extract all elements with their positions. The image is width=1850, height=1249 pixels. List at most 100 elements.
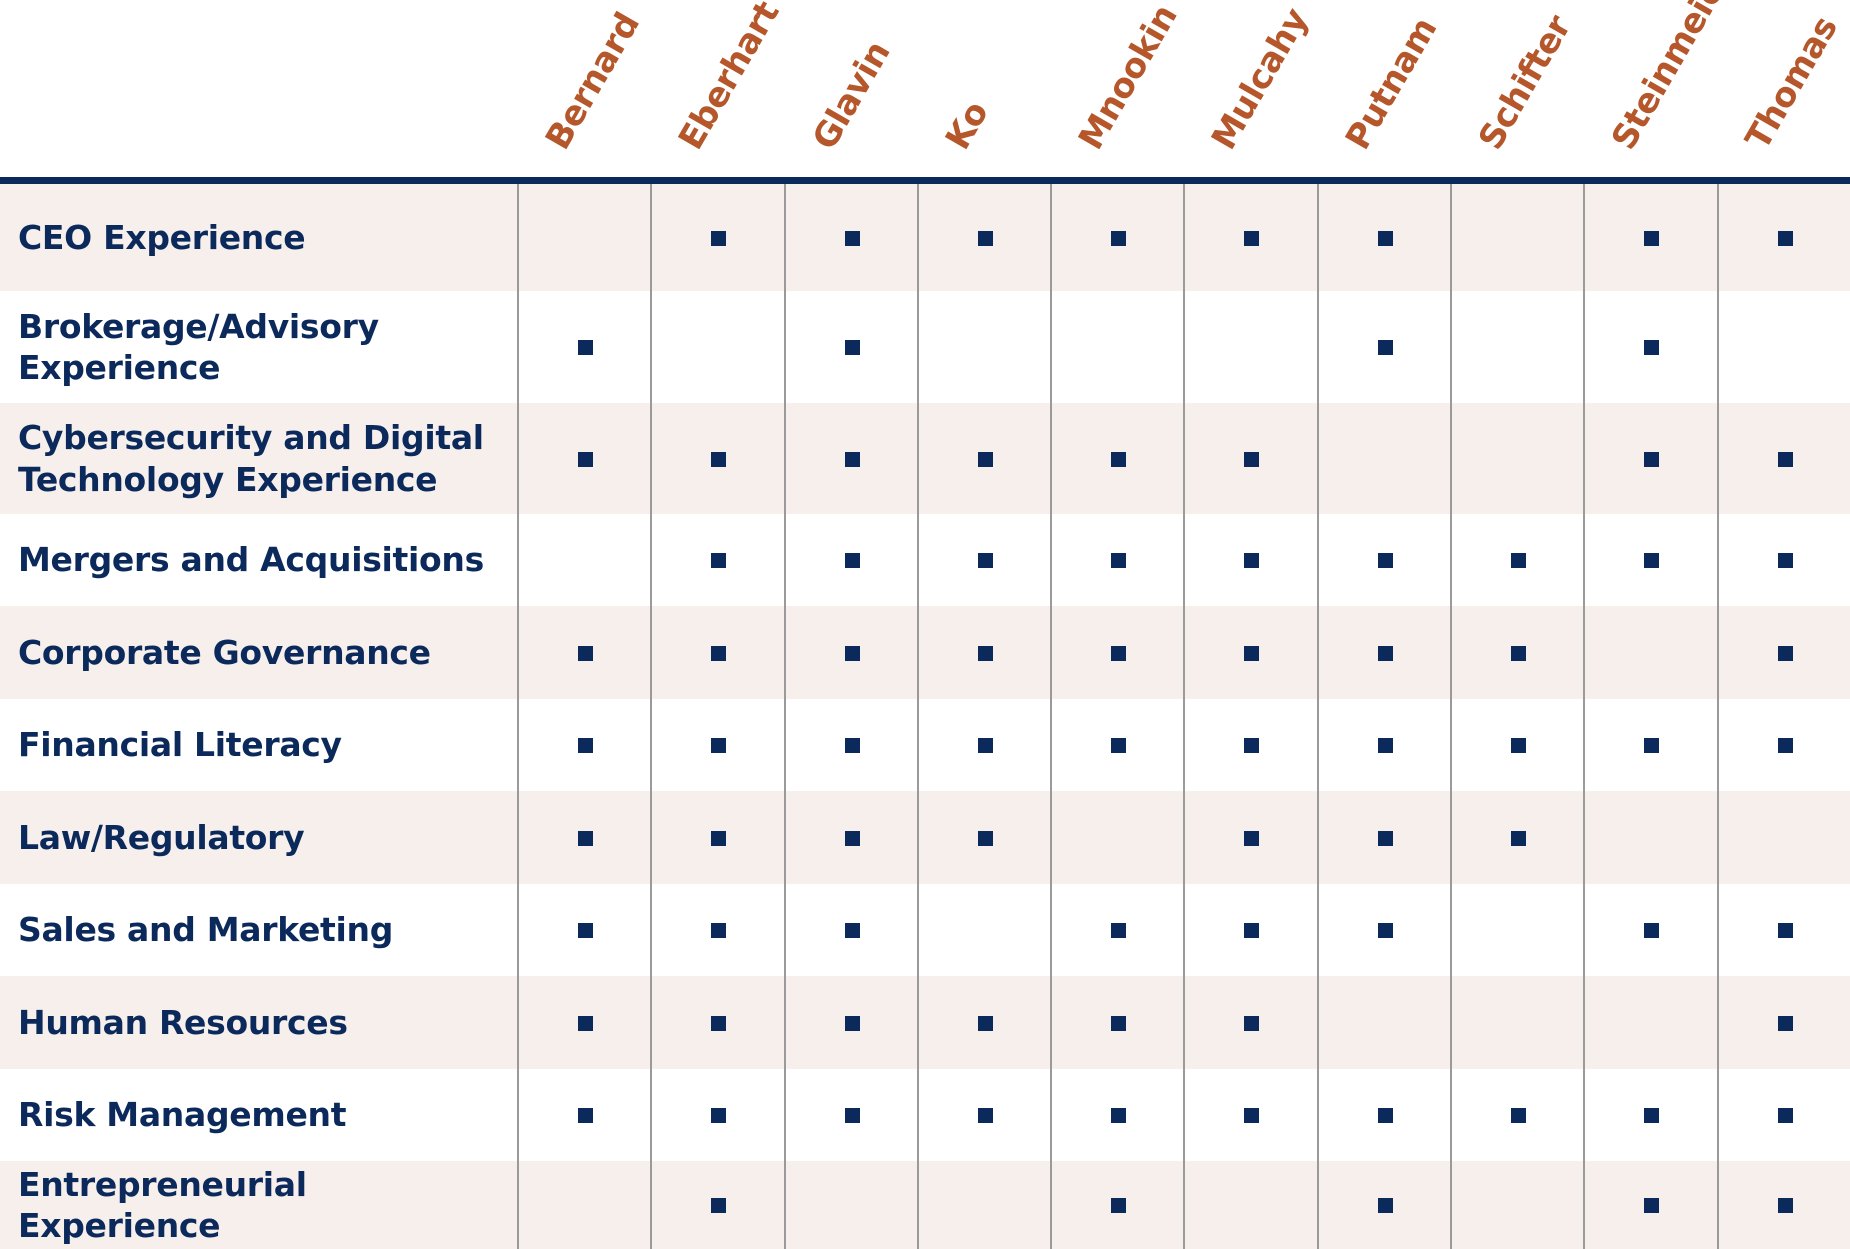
- skill-label: Cybersecurity and Digital Technology Exp…: [18, 403, 518, 514]
- skill-row: Law/Regulatory: [0, 791, 1850, 884]
- filled-square-icon: [1243, 830, 1259, 846]
- filled-square-icon: [710, 1198, 726, 1213]
- skill-cell: [1451, 291, 1584, 403]
- director-header: Mnookin: [1070, 0, 1186, 157]
- skill-cell: [918, 699, 1051, 791]
- director-header: Bernard: [537, 6, 648, 157]
- skill-cell: [1718, 884, 1850, 976]
- skill-cell: [785, 699, 918, 791]
- filled-square-icon: [1377, 923, 1393, 938]
- skill-cell: [518, 1069, 651, 1161]
- skill-cell: [1051, 184, 1184, 291]
- filled-square-icon: [844, 923, 860, 938]
- skill-label: Human Resources: [18, 976, 518, 1069]
- filled-square-icon: [1110, 553, 1126, 568]
- skill-label: Sales and Marketing: [18, 884, 518, 976]
- skill-cell: [518, 291, 651, 403]
- filled-square-icon: [844, 1108, 860, 1123]
- filled-square-icon: [1643, 340, 1659, 355]
- filled-square-icon: [1110, 230, 1126, 246]
- filled-square-icon: [844, 340, 860, 355]
- skill-cell: [1184, 976, 1317, 1069]
- filled-square-icon: [1377, 230, 1393, 246]
- skill-cell: [1051, 791, 1184, 884]
- skill-row: Risk Management: [0, 1069, 1850, 1161]
- filled-square-icon: [1243, 738, 1259, 753]
- filled-square-icon: [1377, 340, 1393, 355]
- skill-cell: [1051, 699, 1184, 791]
- skill-cell: [1318, 606, 1451, 699]
- skill-cell: [785, 606, 918, 699]
- skill-cell: [1718, 976, 1850, 1069]
- filled-square-icon: [1377, 738, 1393, 753]
- skill-cell: [785, 976, 918, 1069]
- skill-label: CEO Experience: [18, 184, 518, 291]
- skill-cell: [1451, 884, 1584, 976]
- skill-cell: [1051, 403, 1184, 514]
- skill-cell: [1584, 699, 1717, 791]
- filled-square-icon: [1777, 553, 1793, 568]
- skill-row: Brokerage/Advisory Experience: [0, 291, 1850, 403]
- filled-square-icon: [1110, 923, 1126, 938]
- skill-row: Entrepreneurial Experience: [0, 1161, 1850, 1249]
- skill-row: Sales and Marketing: [0, 884, 1850, 976]
- filled-square-icon: [577, 923, 593, 938]
- director-header: Ko: [937, 94, 997, 157]
- skill-cell: [1718, 1161, 1850, 1249]
- skill-label: Mergers and Acquisitions: [18, 514, 518, 606]
- skill-cell: [785, 291, 918, 403]
- filled-square-icon: [977, 230, 993, 246]
- filled-square-icon: [844, 830, 860, 846]
- filled-square-icon: [1510, 645, 1526, 661]
- filled-square-icon: [710, 645, 726, 661]
- skill-cell: [918, 1161, 1051, 1249]
- column-divider: [784, 184, 786, 1249]
- skill-cell: [1718, 184, 1850, 291]
- skill-label-text: Entrepreneurial Experience: [18, 1164, 307, 1245]
- filled-square-icon: [1377, 645, 1393, 661]
- skill-cell: [785, 1161, 918, 1249]
- column-divider: [1450, 184, 1452, 1249]
- skill-cell: [651, 403, 784, 514]
- skill-label-text: Financial Literacy: [18, 725, 342, 765]
- filled-square-icon: [1643, 451, 1659, 467]
- filled-square-icon: [844, 645, 860, 661]
- skill-cell: [518, 403, 651, 514]
- filled-square-icon: [844, 230, 860, 246]
- filled-square-icon: [577, 645, 593, 661]
- filled-square-icon: [577, 830, 593, 846]
- filled-square-icon: [1510, 830, 1526, 846]
- skill-label: Brokerage/Advisory Experience: [18, 291, 518, 403]
- skill-cell: [918, 976, 1051, 1069]
- column-divider: [1583, 184, 1585, 1249]
- skill-cell: [1718, 606, 1850, 699]
- header-rule: [0, 177, 1850, 184]
- filled-square-icon: [1110, 738, 1126, 753]
- skill-cell: [1051, 1161, 1184, 1249]
- skill-cell: [651, 606, 784, 699]
- skill-cell: [1584, 514, 1717, 606]
- skill-cell: [518, 514, 651, 606]
- filled-square-icon: [577, 1108, 593, 1123]
- filled-square-icon: [1243, 230, 1259, 246]
- filled-square-icon: [577, 1015, 593, 1031]
- column-divider: [1183, 184, 1185, 1249]
- skill-cell: [1451, 1161, 1584, 1249]
- director-header: Putnam: [1337, 10, 1446, 157]
- filled-square-icon: [710, 451, 726, 467]
- filled-square-icon: [1777, 1198, 1793, 1213]
- skill-label-text: Mergers and Acquisitions: [18, 540, 484, 580]
- column-divider: [1717, 184, 1719, 1249]
- skill-label: Corporate Governance: [18, 606, 518, 699]
- skill-cell: [1184, 291, 1317, 403]
- skill-cell: [1051, 884, 1184, 976]
- filled-square-icon: [1377, 830, 1393, 846]
- filled-square-icon: [1643, 1198, 1659, 1213]
- skill-row: Mergers and Acquisitions: [0, 514, 1850, 606]
- skill-cell: [1318, 291, 1451, 403]
- filled-square-icon: [977, 738, 993, 753]
- skill-cell: [1318, 403, 1451, 514]
- filled-square-icon: [1777, 738, 1793, 753]
- filled-square-icon: [1243, 553, 1259, 568]
- director-header: Glavin: [804, 34, 899, 157]
